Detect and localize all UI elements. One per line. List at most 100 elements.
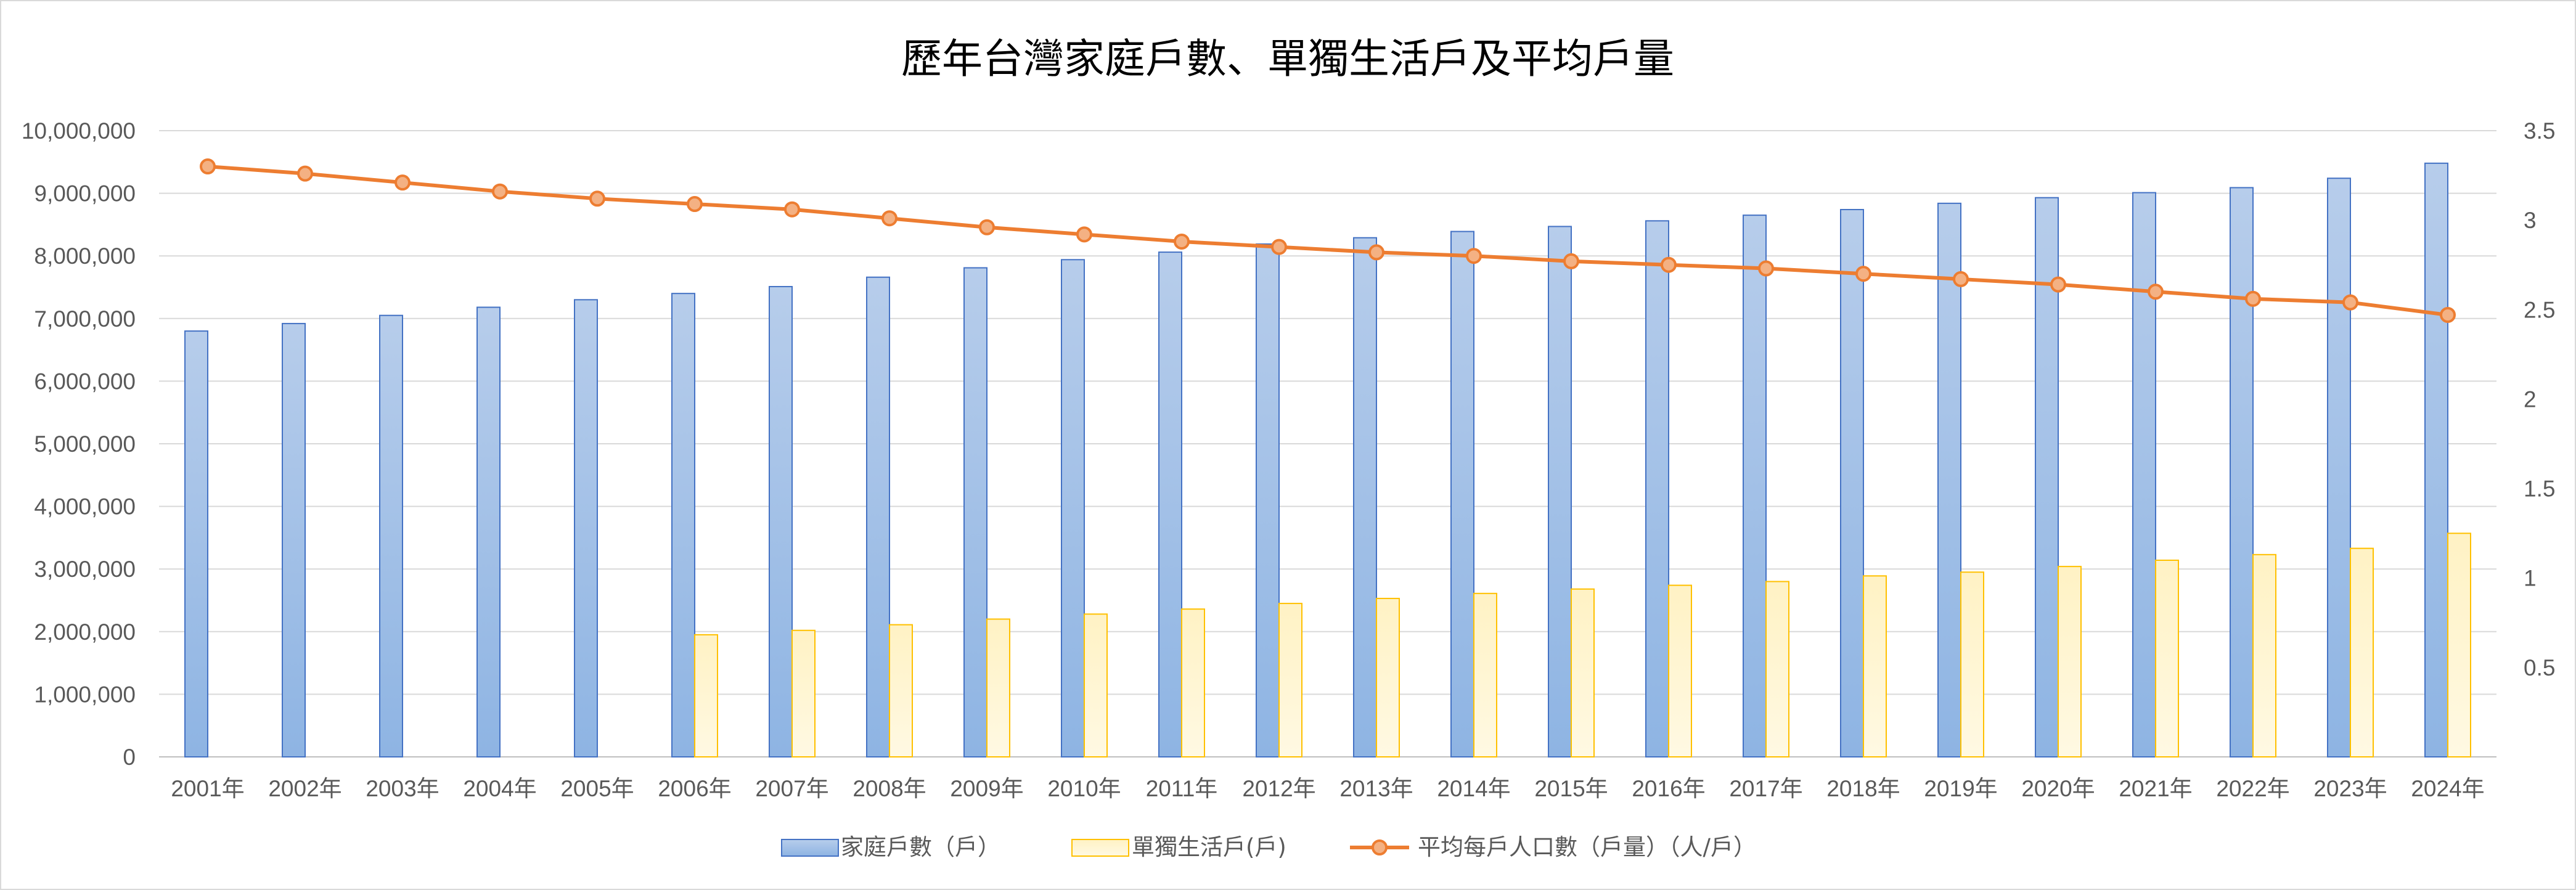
x-tick-label: 2019年 xyxy=(1924,776,1997,801)
line-point xyxy=(395,174,411,191)
line-layer xyxy=(200,158,2456,323)
bar-households xyxy=(866,276,890,757)
bar-households xyxy=(2132,192,2156,758)
x-tick-label: 2001年 xyxy=(171,776,244,801)
line-point xyxy=(2245,290,2261,307)
x-tick-label: 2014年 xyxy=(1437,776,1510,801)
bar-single-households xyxy=(1571,588,1595,757)
legend-label-households: 家庭戶數（戶） xyxy=(841,834,1000,860)
bar-single-households xyxy=(2350,547,2374,757)
x-tick-label: 2009年 xyxy=(950,776,1023,801)
line-point xyxy=(1953,271,1969,287)
bar-households xyxy=(1061,259,1085,757)
bar-single-households xyxy=(1181,608,1205,757)
legend-label-avg: 平均每戶人口數（戶量）（人/戶） xyxy=(1418,834,1756,860)
line-point xyxy=(1563,253,1579,269)
line-avg-household-size xyxy=(207,165,2448,317)
line-point xyxy=(2050,276,2066,293)
line-point xyxy=(1758,260,1774,277)
line-point xyxy=(687,196,703,213)
legend: 家庭戶數（戶） 單獨生活戶(戶) 平均每戶人口數（戶量）（人/戶） xyxy=(781,834,1756,860)
x-tick-label: 2011年 xyxy=(1146,776,1218,801)
right-axis: 0.5 1 1.5 2 2.5 3 3.5 xyxy=(2524,118,2555,680)
bar-households xyxy=(2424,162,2448,758)
y-right-tick-label: 1.5 xyxy=(2524,476,2555,502)
x-tick-label: 2016年 xyxy=(1632,776,1705,801)
bar-single-households xyxy=(2058,566,2082,757)
bar-single-households xyxy=(1084,613,1108,757)
x-tick-label: 2015年 xyxy=(1534,776,1608,801)
y-right-tick-label: 2 xyxy=(2524,386,2537,412)
x-tick-label: 2013年 xyxy=(1339,776,1413,801)
x-tick-label: 2024年 xyxy=(2411,776,2484,801)
y-left-tick-label: 0 xyxy=(123,745,136,770)
legend-swatch-single xyxy=(1071,839,1129,857)
y-left-tick-label: 9,000,000 xyxy=(34,181,136,206)
bar-single-households xyxy=(1863,575,1887,757)
line-point xyxy=(1466,248,1482,264)
bar-households xyxy=(1158,251,1182,757)
legend-label-single: 單獨生活戶(戶) xyxy=(1132,834,1286,860)
line-point xyxy=(1368,244,1384,261)
bar-single-households xyxy=(986,618,1010,757)
bar-single-households xyxy=(889,624,913,758)
legend-marker-line xyxy=(1372,839,1388,855)
x-tick-label: 2022年 xyxy=(2216,776,2289,801)
x-tick-label: 2017年 xyxy=(1729,776,1802,801)
y-left-tick-label: 5,000,000 xyxy=(34,431,136,457)
line-point xyxy=(1661,256,1677,273)
bar-households xyxy=(1645,220,1669,757)
line-point xyxy=(297,165,313,182)
line-point xyxy=(1855,266,1871,282)
line-point xyxy=(2440,306,2456,323)
x-tick-label: 2021年 xyxy=(2119,776,2192,801)
line-point xyxy=(492,183,508,200)
bar-households xyxy=(1743,214,1767,758)
bar-households xyxy=(671,293,695,758)
x-tick-label: 2010年 xyxy=(1047,776,1121,801)
y-left-tick-label: 2,000,000 xyxy=(34,619,136,645)
line-point xyxy=(1271,239,1287,255)
bar-single-households xyxy=(1473,592,1497,757)
x-tick-label: 2008年 xyxy=(853,776,926,801)
x-tick-label: 2018年 xyxy=(1826,776,1900,801)
bar-single-households xyxy=(1376,597,1400,758)
bar-households xyxy=(1450,231,1474,757)
y-right-tick-label: 3 xyxy=(2524,208,2537,233)
y-left-tick-label: 10,000,000 xyxy=(22,118,136,144)
x-tick-label: 2023年 xyxy=(2313,776,2387,801)
x-tick-label: 2006年 xyxy=(658,776,731,801)
x-tick-label: 2002年 xyxy=(268,776,341,801)
y-right-tick-label: 0.5 xyxy=(2524,655,2555,680)
x-axis: 2001年 2002年 2003年 2004年 2005年 2006年 2007年 2008年… xyxy=(171,776,2484,801)
y-left-tick-label: 4,000,000 xyxy=(34,494,136,520)
line-point xyxy=(200,158,216,175)
bar-households xyxy=(282,322,306,757)
bar-single-households xyxy=(1668,584,1692,758)
legend-swatch-households xyxy=(781,839,839,857)
bar-households xyxy=(476,306,501,757)
bar-households xyxy=(2327,178,2351,757)
bar-households xyxy=(379,314,403,758)
bar-households xyxy=(574,299,598,757)
x-tick-label: 2007年 xyxy=(755,776,828,801)
line-point xyxy=(1174,233,1190,250)
y-right-tick-label: 2.5 xyxy=(2524,297,2555,322)
bar-households xyxy=(1353,237,1377,757)
line-point xyxy=(1076,226,1092,243)
bar-single-households xyxy=(2252,553,2276,757)
line-point xyxy=(979,219,995,235)
line-point xyxy=(784,201,800,218)
x-tick-label: 2005年 xyxy=(560,776,634,801)
bar-households xyxy=(184,330,208,757)
y-left-tick-label: 1,000,000 xyxy=(34,682,136,707)
line-point xyxy=(589,190,605,207)
bar-single-households xyxy=(1278,603,1302,758)
line-point xyxy=(2148,284,2164,300)
bar-single-households xyxy=(791,629,816,757)
bar-households xyxy=(1840,209,1864,757)
x-tick-label: 2004年 xyxy=(463,776,536,801)
x-tick-label: 2012年 xyxy=(1242,776,1315,801)
bar-households xyxy=(1548,226,1572,757)
